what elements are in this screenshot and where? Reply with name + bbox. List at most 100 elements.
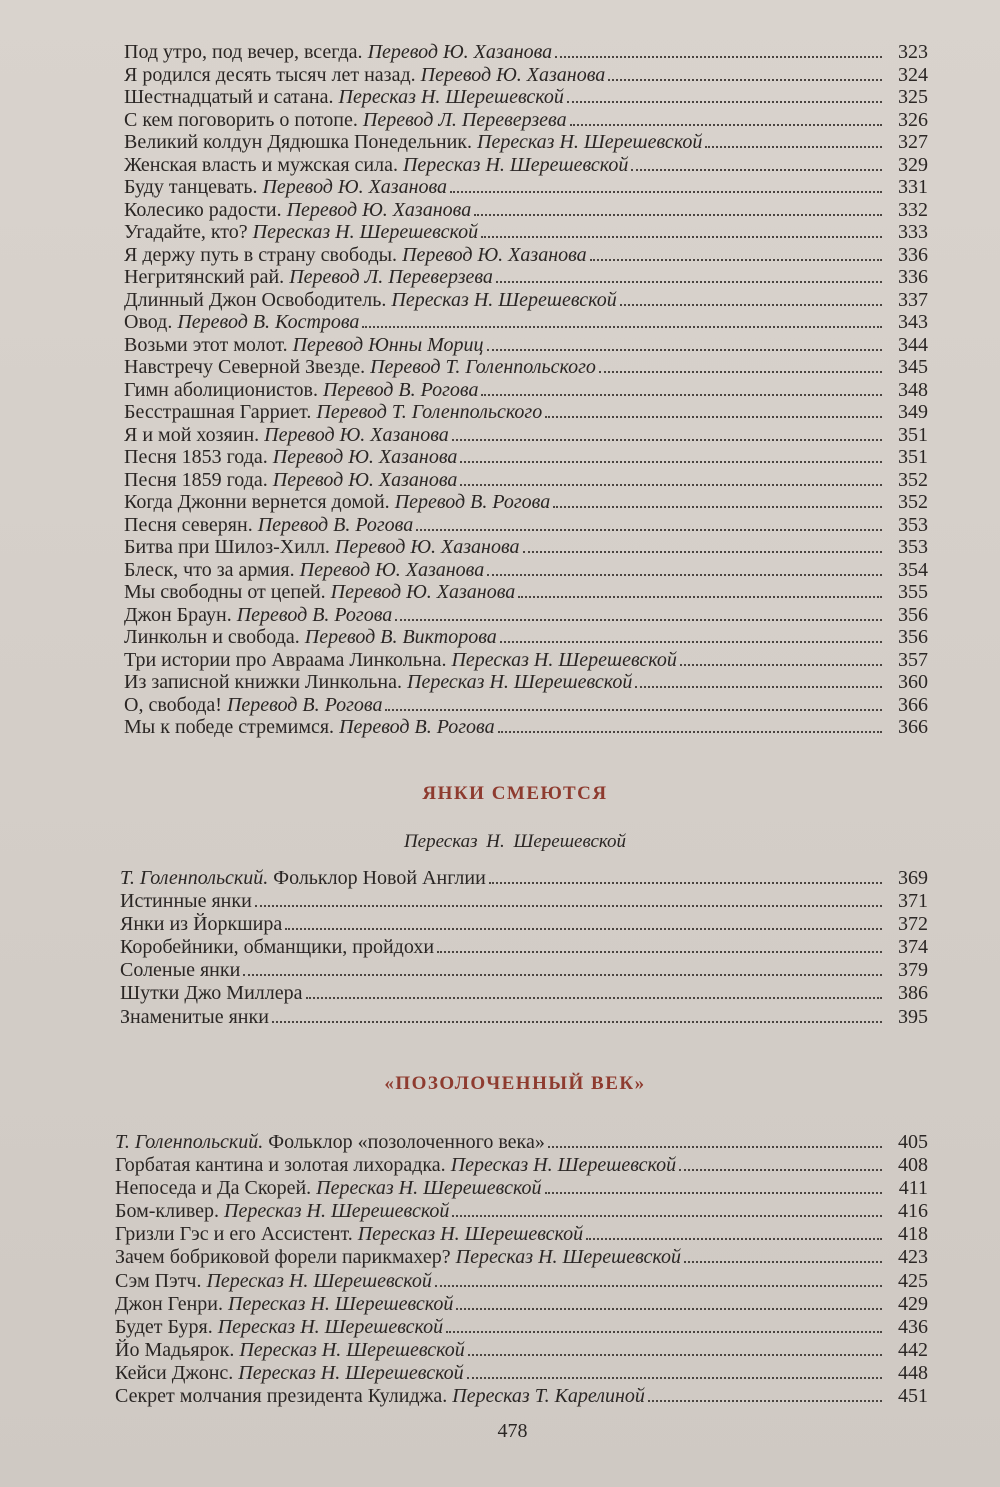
entry-title: Великий колдун Дядюшка Понедельник. — [124, 131, 473, 153]
entry-credit: Пересказ Н. Шерешевской — [217, 1315, 444, 1338]
entry-title: Знаменитые янки — [120, 1005, 269, 1028]
page-number: 478 — [497, 1420, 528, 1442]
toc-entry: Буду танцевать. Перевод Ю. Хазанова 331 — [124, 176, 928, 199]
entry-credit: Пересказ Н. Шерешевской — [206, 1269, 432, 1292]
entry-title: Фольклор Новой Англии — [273, 867, 486, 889]
entry-credit: Перевод Л. Переверзева — [289, 266, 493, 288]
entry-page-number: 369 — [898, 867, 928, 889]
section-heading-yankees-laugh: ЯНКИ СМЕЮТСЯ — [422, 783, 608, 804]
entry-title: Песня 1853 года. — [124, 446, 268, 468]
dot-leader — [466, 1376, 882, 1379]
toc-entry: Я и мой хозяин. Перевод Ю. Хазанова 351 — [124, 424, 928, 447]
toc-entry: Йо Мадьярок. Пересказ Н. Шерешевской 442 — [115, 1339, 928, 1362]
entry-title: Из записной книжки Линкольна. — [124, 671, 402, 693]
entry-credit: Перевод В. Кострова — [177, 311, 360, 333]
entry-page-number: 333 — [898, 221, 928, 243]
entry-page-number: 353 — [898, 536, 928, 558]
entry-page-number: 343 — [898, 311, 928, 333]
entry-page-number: 325 — [898, 86, 928, 108]
dot-leader — [586, 1238, 882, 1241]
entry-page-number: 366 — [898, 693, 928, 716]
dot-leader — [385, 708, 882, 711]
entry-title: Три истории про Авраама Линкольна. — [124, 648, 447, 671]
entry-page-number: 418 — [898, 1223, 928, 1246]
toc-entry: Линкольн и свобода. Перевод В. Викторова 3… — [124, 626, 928, 649]
entry-page-number: 337 — [898, 288, 928, 311]
entry-page-number: 352 — [898, 468, 928, 491]
entry-author: Т. Голенпольский. — [120, 867, 269, 889]
toc-entry: Истинные янки 371 — [120, 890, 928, 913]
entry-title: Джон Генри. — [115, 1292, 223, 1315]
entry-title: Колесико радости. — [124, 198, 282, 221]
dot-leader — [285, 928, 882, 931]
entry-title: Гимн аболиционистов. — [124, 378, 318, 401]
toc-entry: Три истории про Авраама Линкольна. Переск… — [124, 649, 928, 672]
entry-page-number: 436 — [898, 1315, 928, 1338]
toc-entry: Овод. Перевод В. Кострова 343 — [124, 311, 928, 334]
dot-leader — [305, 997, 882, 1000]
entry-title: Линкольн и свобода. — [124, 626, 300, 648]
toc-entry: Песня северян. Перевод В. Рогова 353 — [124, 514, 928, 537]
toc-entry: Навстречу Северной Звезде. Перевод Т. Гол… — [124, 356, 928, 379]
dot-leader — [362, 326, 882, 328]
entry-title: Буду танцевать. — [124, 176, 258, 198]
entry-credit: Перевод В. Рогова — [226, 693, 383, 716]
toc-entry: Негритянский рай. Перевод Л. Переверзева 3… — [124, 266, 928, 289]
dot-leader — [450, 191, 882, 193]
entry-title: Бесстрашная Гарриет. — [124, 401, 312, 423]
entry-title: Женская власть и мужская сила. — [124, 153, 398, 176]
dot-leader — [544, 1192, 882, 1195]
entry-credit: Пересказ Н. Шерешевской — [252, 221, 479, 243]
entry-page-number: 324 — [898, 63, 928, 86]
entry-page-number: 366 — [898, 716, 928, 738]
entry-title: Коробейники, обманщики, пройдохи — [120, 936, 435, 959]
entry-title: Я и мой хозяин. — [124, 423, 260, 446]
entry-credit: Пересказ Н. Шерешевской — [228, 1292, 454, 1315]
entry-page-number: 349 — [898, 401, 928, 423]
entry-title: Сэм Пэтч. — [115, 1269, 202, 1292]
entry-page-number: 374 — [898, 936, 928, 959]
toc-entry: Джон Генри. Пересказ Н. Шерешевской 429 — [115, 1293, 928, 1316]
entry-credit: Перевод Л. Переверзева — [362, 108, 567, 131]
entry-title: Истинные янки — [120, 890, 252, 913]
entry-title: Зачем бобриковой форели парикмахер? — [115, 1246, 451, 1269]
entry-credit: Пересказ Н. Шерешевской — [407, 671, 633, 693]
entry-title: Горбатая кантина и золотая лихорадка. — [115, 1154, 446, 1177]
entry-title: Бом-кливер. — [115, 1200, 220, 1223]
toc-entry: Горбатая кантина и золотая лихорадка. Пер… — [115, 1154, 928, 1177]
toc-entry: Женская власть и мужская сила. Пересказ Н… — [124, 154, 928, 177]
entry-page-number: 354 — [898, 558, 928, 581]
dot-leader — [481, 236, 882, 238]
dot-leader — [495, 281, 882, 283]
entry-page-number: 331 — [898, 176, 928, 198]
entry-credit: Перевод Ю. Хазанова — [334, 536, 520, 558]
toc-entry: Из записной книжки Линкольна. Пересказ Н.… — [124, 671, 928, 694]
entry-page-number: 451 — [898, 1385, 928, 1408]
entry-page-number: 429 — [898, 1292, 928, 1315]
entry-page-number: 355 — [898, 581, 928, 603]
dot-leader — [522, 551, 882, 553]
dot-leader — [555, 56, 882, 58]
dot-leader — [434, 1284, 882, 1287]
entry-credit: Перевод Ю. Хазанова — [330, 581, 516, 603]
toc-entry: О, свобода! Перевод В. Рогова 366 — [124, 694, 928, 717]
entry-title: Овод. — [124, 311, 173, 333]
entry-credit: Пересказ Н. Шерешевской — [455, 1246, 682, 1269]
toc-entry: Я родился десять тысяч лет назад. Перевод… — [124, 64, 928, 87]
entry-title: Когда Джонни вернется домой. — [124, 491, 390, 513]
entry-credit: Пересказ Н. Шерешевской — [391, 288, 617, 311]
dot-leader — [486, 348, 882, 351]
entry-credit: Пересказ Т. Карелиной — [452, 1385, 645, 1408]
toc-entry: Знаменитые янки 395 — [120, 1006, 928, 1029]
entry-title: Навстречу Северной Звезде. — [124, 356, 366, 378]
dot-leader — [416, 528, 882, 531]
entry-credit: Пересказ Н. Шерешевской — [450, 1154, 677, 1177]
dot-leader — [460, 461, 882, 463]
toc-entry: Янки из Йоркшира 372 — [120, 913, 928, 936]
entry-page-number: 336 — [898, 243, 928, 266]
entry-credit: Пересказ Н. Шерешевской — [477, 131, 703, 153]
entry-title: Будет Буря. — [115, 1315, 213, 1338]
entry-credit: Перевод Ю. Хазанова — [264, 423, 449, 446]
entry-page-number: 425 — [898, 1269, 928, 1292]
entry-page-number: 360 — [898, 671, 928, 693]
